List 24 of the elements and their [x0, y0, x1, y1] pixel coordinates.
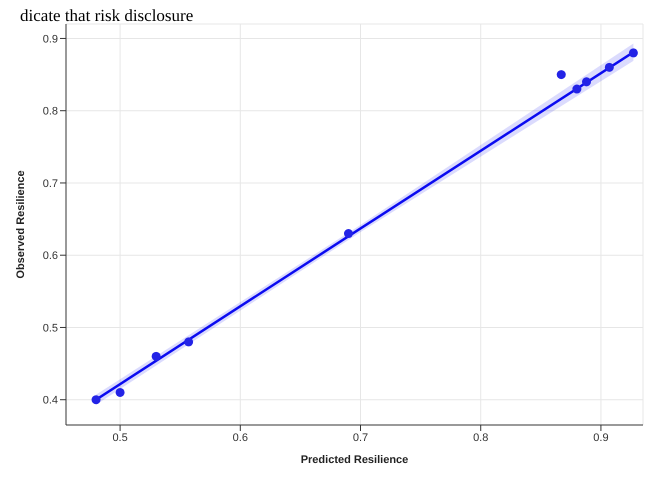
y-tick-label: 0.4 [42, 394, 58, 407]
y-tick-label: 0.6 [42, 250, 58, 262]
y-tick-label: 0.7 [42, 178, 58, 190]
point [572, 84, 582, 94]
x-tick-label: 0.8 [473, 432, 488, 444]
x-tick-label: 0.6 [232, 432, 248, 444]
y-axis-title: Observed Resilience [14, 170, 27, 279]
point [344, 229, 354, 238]
x-tick-label: 0.7 [352, 432, 368, 444]
annotation: dicate that risk disclosure [20, 6, 194, 25]
y-tick-label: 0.5 [42, 322, 58, 334]
point [116, 388, 125, 397]
x-tick-label: 0.5 [112, 432, 128, 444]
point [556, 70, 566, 80]
point [92, 395, 101, 404]
point [582, 77, 592, 86]
point [184, 337, 194, 346]
y-tick-label: 0.9 [42, 33, 58, 46]
y-tick-label: 0.8 [42, 106, 58, 118]
x-axis-title: Predicted Resilience [300, 454, 408, 466]
point [604, 62, 614, 72]
point [152, 352, 161, 361]
point [628, 48, 638, 58]
x-tick-label: 0.9 [593, 432, 609, 444]
